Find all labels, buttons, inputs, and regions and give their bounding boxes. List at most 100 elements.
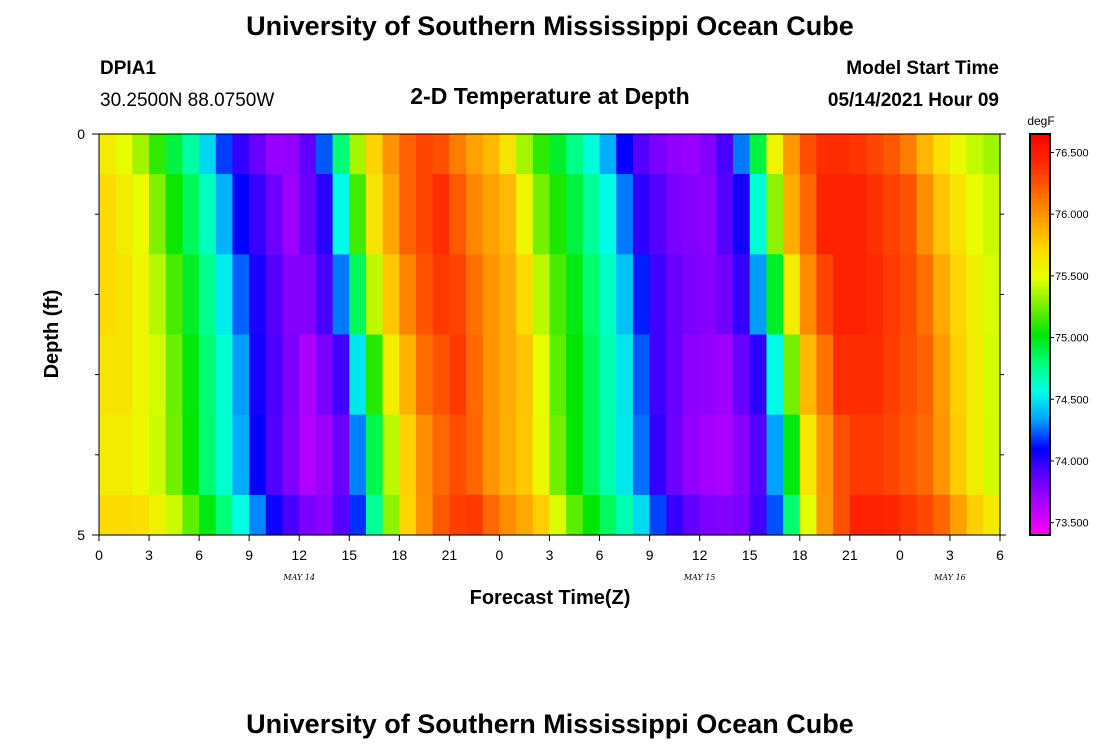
heatmap-cell bbox=[866, 494, 884, 536]
heatmap-cell bbox=[766, 254, 784, 336]
colorbar-swatch bbox=[1030, 367, 1050, 371]
colorbar-swatch bbox=[1030, 151, 1050, 155]
heatmap-cell bbox=[466, 254, 484, 336]
heatmap-cell bbox=[566, 134, 584, 175]
heatmap-cell bbox=[349, 174, 367, 255]
heatmap-cell bbox=[616, 334, 634, 416]
heatmap-cell bbox=[449, 414, 467, 496]
heatmap-cell bbox=[382, 254, 400, 336]
colorbar-swatch bbox=[1030, 226, 1050, 230]
heatmap-cell bbox=[365, 174, 384, 255]
heatmap-cell bbox=[382, 174, 400, 255]
colorbar-swatch bbox=[1030, 524, 1050, 529]
heatmap-cell bbox=[833, 174, 851, 255]
colorbar-swatch bbox=[1030, 201, 1050, 205]
heatmap-cell bbox=[165, 254, 184, 336]
heatmap-cell bbox=[716, 134, 734, 175]
heatmap-cell bbox=[866, 254, 884, 336]
heatmap-cell bbox=[983, 494, 1001, 536]
colorbar-swatch bbox=[1030, 484, 1050, 488]
colorbar-swatch bbox=[1030, 392, 1050, 396]
heatmap-cell bbox=[365, 334, 384, 416]
colorbar-tick-label: 75.500 bbox=[1055, 271, 1089, 283]
colorbar-swatch bbox=[1030, 529, 1050, 534]
heatmap-cell bbox=[365, 134, 384, 175]
colorbar-swatch bbox=[1030, 389, 1050, 393]
colorbar-swatch bbox=[1030, 259, 1050, 263]
heatmap-cell bbox=[766, 494, 784, 536]
heatmap-cell bbox=[532, 134, 551, 175]
heatmap-cell bbox=[99, 254, 117, 336]
colorbar-swatch bbox=[1030, 514, 1050, 519]
heatmap-cell bbox=[215, 254, 234, 336]
heatmap-cell bbox=[682, 334, 701, 416]
colorbar-swatch bbox=[1030, 477, 1050, 481]
colorbar-swatch bbox=[1030, 199, 1050, 203]
colorbar-swatch bbox=[1030, 457, 1050, 461]
heatmap-cell bbox=[966, 134, 984, 175]
heatmap-cell bbox=[265, 334, 284, 416]
heatmap-cell bbox=[299, 254, 317, 336]
heatmap-cell bbox=[833, 334, 851, 416]
heatmap-cell bbox=[416, 134, 434, 175]
colorbar-tick-label: 73.500 bbox=[1055, 518, 1089, 530]
heatmap-cell bbox=[899, 174, 918, 255]
colorbar-tick-label: 75.000 bbox=[1055, 333, 1089, 345]
heatmap-cell bbox=[949, 134, 968, 175]
heatmap-cell bbox=[899, 414, 918, 496]
heatmap-cell bbox=[766, 174, 784, 255]
heatmap-cell bbox=[616, 254, 634, 336]
heatmap-cell bbox=[599, 414, 617, 496]
heatmap-cell bbox=[149, 414, 167, 496]
colorbar-swatch bbox=[1030, 499, 1050, 504]
heatmap-cell bbox=[449, 134, 467, 175]
heatmap-cell bbox=[149, 334, 167, 416]
heatmap-cell bbox=[499, 174, 517, 255]
colorbar-swatch bbox=[1030, 194, 1050, 198]
colorbar-swatch bbox=[1030, 437, 1050, 441]
heatmap-cell bbox=[632, 254, 651, 336]
colorbar-swatch bbox=[1030, 349, 1050, 353]
heatmap-cell bbox=[416, 334, 434, 416]
colorbar-swatch bbox=[1030, 387, 1050, 391]
heatmap-cell bbox=[916, 414, 934, 496]
heatmap-cell bbox=[949, 174, 968, 255]
heatmap-cell bbox=[349, 494, 367, 536]
colorbar-swatch bbox=[1030, 159, 1050, 163]
heatmap-cell bbox=[199, 334, 217, 416]
colorbar-swatch bbox=[1030, 507, 1050, 511]
heatmap-cell bbox=[132, 494, 150, 536]
heatmap-cell bbox=[482, 494, 501, 536]
heatmap-cell bbox=[682, 494, 701, 536]
x-date-label: MAY 15 bbox=[683, 573, 716, 582]
heatmap-cell bbox=[933, 174, 951, 255]
heatmap-cell bbox=[866, 414, 884, 496]
colorbar-swatch bbox=[1030, 469, 1050, 473]
colorbar-swatch bbox=[1030, 301, 1050, 306]
x-tick-label: 18 bbox=[792, 547, 808, 563]
heatmap-cell bbox=[783, 414, 801, 496]
x-tick-label: 12 bbox=[692, 547, 708, 563]
heatmap-cell bbox=[566, 414, 584, 496]
heatmap-cell bbox=[265, 134, 284, 175]
heatmap-cell bbox=[516, 134, 534, 175]
heatmap-cell bbox=[482, 254, 501, 336]
heatmap-cell bbox=[315, 414, 334, 496]
heatmap-cell bbox=[833, 414, 851, 496]
colorbar-swatch bbox=[1030, 414, 1050, 418]
x-tick-label: 18 bbox=[392, 547, 408, 563]
colorbar-swatch bbox=[1030, 354, 1050, 358]
colorbar-swatch bbox=[1030, 339, 1050, 343]
heatmap-cell bbox=[482, 414, 501, 496]
x-tick-label: 3 bbox=[946, 547, 954, 563]
heatmap-cell bbox=[733, 494, 751, 536]
heatmap-cell bbox=[282, 334, 300, 416]
station-id: DPIA1 bbox=[100, 58, 156, 79]
heatmap-cell bbox=[199, 414, 217, 496]
colorbar-swatch bbox=[1030, 517, 1050, 521]
colorbar-swatch bbox=[1030, 234, 1050, 238]
heatmap-cell bbox=[532, 254, 551, 336]
x-date-label: MAY 16 bbox=[933, 573, 966, 582]
heatmap-cell bbox=[966, 174, 984, 255]
